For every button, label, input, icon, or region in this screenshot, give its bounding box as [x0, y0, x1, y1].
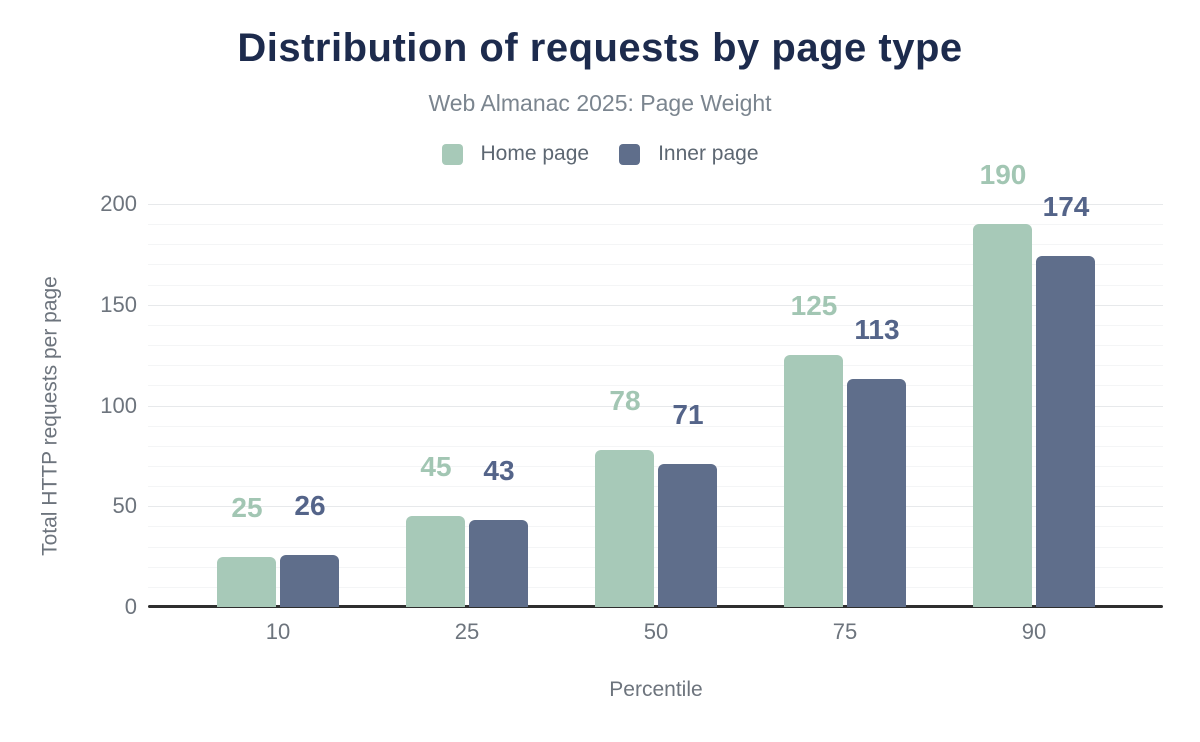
- y-axis-title: Total HTTP requests per page: [38, 276, 62, 556]
- legend-swatch: [441, 143, 463, 165]
- legend-item: Home page: [441, 142, 590, 166]
- legend-swatch: [619, 143, 641, 165]
- bar-inner-page-p90: [1036, 256, 1095, 607]
- bar-value-label: 78: [609, 385, 641, 416]
- gridline: [148, 446, 1163, 447]
- gridline: [148, 486, 1163, 487]
- legend-series-label: Inner page: [658, 142, 759, 165]
- bar-home-page-p90: [973, 224, 1032, 607]
- bar-home-page-p50: [595, 450, 654, 607]
- x-axis-line: [148, 605, 1163, 608]
- bar-home-page-p25: [406, 516, 465, 607]
- y-tick-label: 150: [100, 292, 137, 317]
- chart-subtitle: Web Almanac 2025: Page Weight: [428, 90, 772, 116]
- bar-value-label: 45: [420, 451, 452, 482]
- gridline: [148, 345, 1163, 346]
- gridline: [148, 506, 1163, 507]
- x-tick-label: 75: [832, 619, 858, 644]
- x-tick-label: 90: [1021, 619, 1047, 644]
- legend: Home page Inner page: [0, 142, 1200, 166]
- bar-inner-page-p75: [847, 379, 906, 607]
- gridline: [148, 365, 1163, 366]
- gridline: [148, 264, 1163, 265]
- bar-value-label: 113: [854, 314, 900, 345]
- gridline: [148, 244, 1163, 245]
- y-tick-label: 50: [112, 493, 137, 518]
- gridline: [148, 305, 1163, 306]
- bar-inner-page-p50: [658, 464, 717, 607]
- gridline: [148, 325, 1163, 326]
- y-tick-label: 0: [124, 594, 137, 619]
- gridline: [148, 567, 1163, 568]
- x-tick-label: 25: [454, 619, 480, 644]
- bar-value-label: 25: [231, 492, 263, 523]
- gridline: [148, 224, 1163, 225]
- bar-inner-page-p25: [469, 520, 528, 607]
- x-tick-label: 50: [643, 619, 669, 644]
- gridline: [148, 285, 1163, 286]
- bar-value-label: 71: [672, 399, 704, 430]
- gridline: [148, 204, 1163, 205]
- bar-home-page-p75: [784, 355, 843, 607]
- gridline: [148, 406, 1163, 407]
- bar-inner-page-p10: [280, 555, 339, 607]
- y-tick-label: 100: [100, 393, 137, 418]
- bar-value-label: 26: [294, 490, 326, 521]
- legend-series-label: Home page: [480, 142, 590, 165]
- x-tick-label: 10: [265, 619, 291, 644]
- chart-title: Distribution of requests by page type: [237, 26, 963, 70]
- bar-value-label: 43: [483, 455, 515, 486]
- bar-value-label: 125: [790, 290, 838, 321]
- y-tick-label: 200: [100, 191, 137, 216]
- bar-home-page-p10: [217, 557, 276, 607]
- gridline: [148, 385, 1163, 386]
- bar-value-label: 174: [1042, 191, 1090, 222]
- gridline: [148, 526, 1163, 527]
- x-axis-title: Percentile: [609, 678, 703, 701]
- gridline: [148, 547, 1163, 548]
- legend-item: Inner page: [619, 142, 759, 166]
- gridline: [148, 587, 1163, 588]
- bar-value-label: 190: [979, 159, 1027, 190]
- gridline: [148, 426, 1163, 427]
- gridline: [148, 466, 1163, 467]
